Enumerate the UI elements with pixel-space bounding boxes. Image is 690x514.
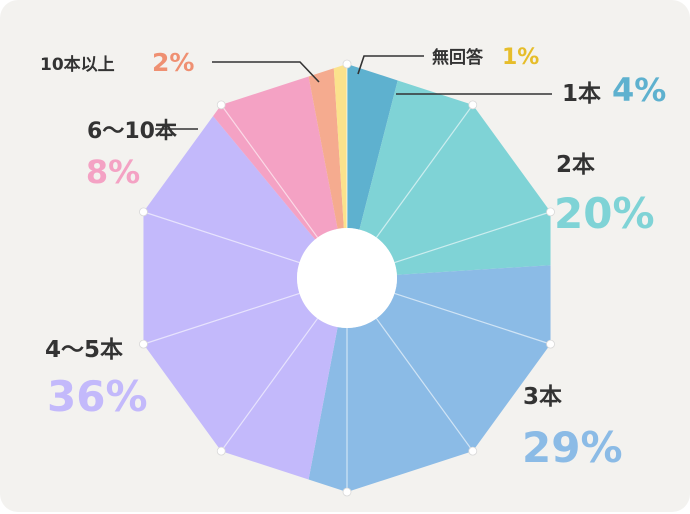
slice-percent: 8%	[86, 153, 140, 191]
slice-5	[308, 68, 344, 229]
spoke-line	[220, 318, 319, 452]
leader-line	[357, 55, 424, 75]
slice-0	[347, 64, 398, 230]
spoke-line	[143, 292, 300, 345]
spoke-line	[220, 104, 319, 238]
slices	[143, 64, 551, 492]
vertex-dot	[468, 446, 478, 456]
slice-percent: 20%	[554, 189, 655, 238]
vertex-dots	[139, 59, 555, 497]
slice-label: 無回答	[432, 47, 484, 68]
vertex-dot	[139, 207, 148, 217]
slice-percent: 4%	[612, 71, 666, 109]
spokes	[143, 64, 551, 492]
spoke-line	[375, 104, 474, 238]
slice-4	[213, 76, 338, 240]
slice-label: 10本以上	[40, 54, 115, 75]
slice-2	[308, 265, 551, 492]
slice-1	[359, 80, 551, 275]
vertex-dot	[216, 100, 226, 110]
spoke-line	[394, 292, 551, 345]
slice-label: 3本	[523, 384, 562, 410]
leader-line	[212, 61, 320, 83]
vertex-dot	[342, 487, 352, 497]
slice-label: 6〜10本	[87, 119, 177, 144]
vertex-dot	[468, 100, 478, 110]
donut-hole	[297, 228, 397, 328]
slice-percent: 36%	[47, 372, 148, 421]
slice-label: 1本	[562, 81, 601, 107]
slice-percent: 2%	[152, 48, 194, 77]
vertex-dot	[216, 446, 226, 456]
labels: 1本 4% 2本 20% 3本 29% 4〜5本 36% 6〜10本 8% 10本以上 2% 無回答 1%	[40, 45, 666, 472]
slice-3	[143, 116, 338, 480]
slice-percent: 29%	[522, 423, 623, 472]
spoke-line	[394, 211, 551, 264]
slice-label: 2本	[556, 152, 595, 178]
leader-lines	[155, 55, 552, 130]
spoke-line	[143, 211, 300, 264]
vertex-dot	[342, 59, 352, 69]
vertex-dot	[139, 339, 148, 349]
slice-6	[333, 64, 347, 229]
slice-percent: 1%	[502, 45, 539, 70]
slice-label: 4〜5本	[45, 337, 123, 363]
vertex-dot	[546, 339, 555, 349]
spoke-line	[375, 318, 474, 452]
vertex-dot	[546, 207, 555, 217]
